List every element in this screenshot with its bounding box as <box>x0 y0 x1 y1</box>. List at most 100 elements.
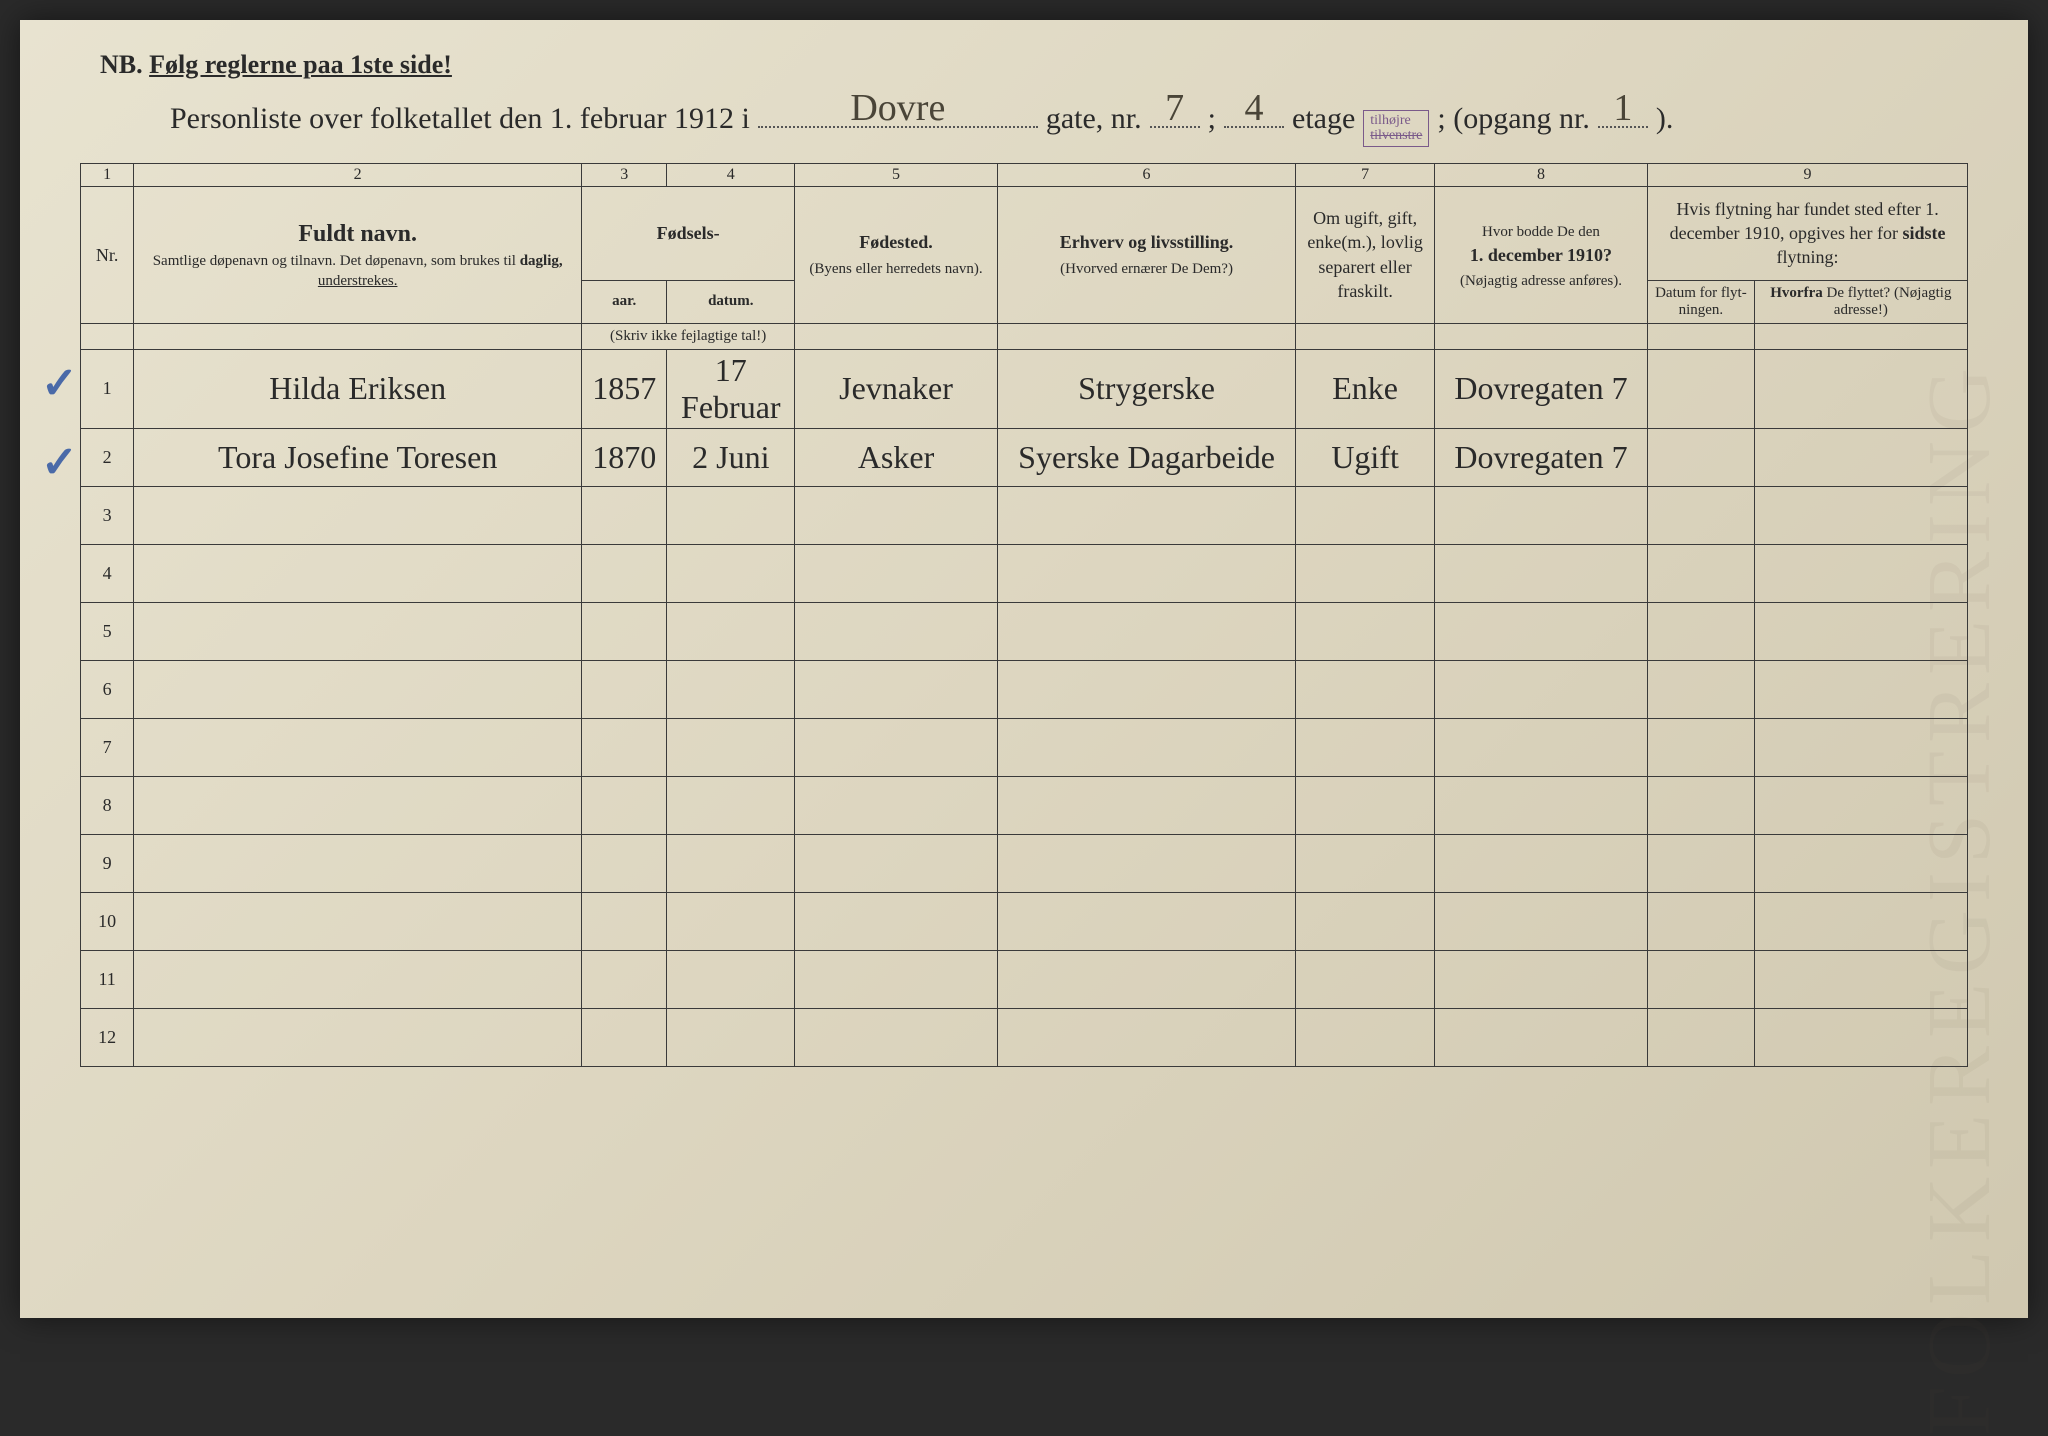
cell-year <box>582 718 667 776</box>
table-row: 10 <box>81 892 1968 950</box>
cell-movedate <box>1648 1008 1755 1066</box>
cell-rownum: 10 <box>81 892 134 950</box>
cell-marital <box>1296 776 1435 834</box>
cell-occ <box>997 892 1296 950</box>
cell-year <box>582 544 667 602</box>
checkmark-icon: ✓ <box>41 358 78 409</box>
cell-rownum: 6 <box>81 660 134 718</box>
header-birth: Fødsels- <box>582 186 795 280</box>
cell-year: 1857 <box>582 349 667 428</box>
cell-place <box>795 892 998 950</box>
header-name: Fuldt navn. Samtlige døpenavn og tilnavn… <box>134 186 582 323</box>
nb-prefix: NB. <box>100 50 143 79</box>
cell-rownum: 2✓ <box>81 428 134 486</box>
nb-instruction: NB. Følg reglerne paa 1ste side! <box>100 50 1968 80</box>
cell-date <box>667 834 795 892</box>
cell-movefrom <box>1754 834 1967 892</box>
table-row: 9 <box>81 834 1968 892</box>
cell-name <box>134 544 582 602</box>
cell-addr1910 <box>1434 776 1647 834</box>
cell-marital <box>1296 892 1435 950</box>
cell-marital <box>1296 950 1435 1008</box>
cell-addr1910 <box>1434 718 1647 776</box>
cell-movefrom <box>1754 349 1967 428</box>
cell-rownum: 7 <box>81 718 134 776</box>
cell-movefrom <box>1754 892 1967 950</box>
cell-date <box>667 486 795 544</box>
header-nr: Nr. <box>81 186 134 323</box>
cell-marital <box>1296 486 1435 544</box>
cell-date <box>667 544 795 602</box>
cell-marital <box>1296 544 1435 602</box>
floor-blank: 4 <box>1224 100 1284 128</box>
entrance-blank: 1 <box>1598 100 1648 128</box>
header-row-3: (Skriv ikke fejlagtige tal!) <box>81 323 1968 349</box>
title-text-5: ; (opgang nr. <box>1437 102 1589 136</box>
table-row: 5 <box>81 602 1968 660</box>
stamp-bottom: tilvenstre <box>1370 128 1422 143</box>
cell-movedate <box>1648 349 1755 428</box>
table-row: 4 <box>81 544 1968 602</box>
colnum-7: 7 <box>1296 163 1435 186</box>
cell-occ <box>997 544 1296 602</box>
cell-place <box>795 718 998 776</box>
cell-name: Hilda Eriksen <box>134 349 582 428</box>
cell-occ <box>997 1008 1296 1066</box>
stamp-top: tilhøjre <box>1370 113 1410 128</box>
cell-marital <box>1296 660 1435 718</box>
title-text-3: ; <box>1208 102 1216 136</box>
header-movefrom: Hvorfra De flyttet? (Nøjagtig adresse!) <box>1754 280 1967 323</box>
title-row: Personliste over folketallet den 1. febr… <box>170 100 1968 151</box>
cell-addr1910 <box>1434 892 1647 950</box>
cell-place <box>795 1008 998 1066</box>
cell-year <box>582 834 667 892</box>
cell-occ <box>997 776 1296 834</box>
cell-year <box>582 950 667 1008</box>
cell-marital <box>1296 834 1435 892</box>
cell-movedate <box>1648 892 1755 950</box>
cell-addr1910 <box>1434 1008 1647 1066</box>
table-row: 11 <box>81 950 1968 1008</box>
cell-addr1910: Dovregaten 7 <box>1434 428 1647 486</box>
cell-date: 17 Februar <box>667 349 795 428</box>
floor-value: 4 <box>1245 86 1264 130</box>
cell-place <box>795 486 998 544</box>
cell-name <box>134 602 582 660</box>
cell-movedate <box>1648 776 1755 834</box>
cell-occ <box>997 718 1296 776</box>
cell-year <box>582 486 667 544</box>
cell-addr1910 <box>1434 544 1647 602</box>
cell-place <box>795 660 998 718</box>
cell-marital <box>1296 1008 1435 1066</box>
header-name-small: Samtlige døpenavn og tilnavn. Det døpena… <box>140 251 575 292</box>
cell-year <box>582 1008 667 1066</box>
header-movedate: Datum for flyt-ningen. <box>1648 280 1755 323</box>
header-date: datum. <box>667 280 795 323</box>
header-addr1910: Hvor bodde De den 1. december 1910? (Nøj… <box>1434 186 1647 323</box>
housenr-value: 7 <box>1165 86 1184 130</box>
cell-rownum: 5 <box>81 602 134 660</box>
header-place: Fødested. (Byens eller herredets navn). <box>795 186 998 323</box>
title-text-2: gate, nr. <box>1046 102 1142 136</box>
cell-marital <box>1296 718 1435 776</box>
cell-movedate <box>1648 950 1755 1008</box>
cell-rownum: 12 <box>81 1008 134 1066</box>
cell-addr1910 <box>1434 602 1647 660</box>
title-text-4: etage <box>1292 102 1355 136</box>
header-year: aar. <box>582 280 667 323</box>
cell-year <box>582 602 667 660</box>
cell-place <box>795 544 998 602</box>
cell-marital <box>1296 602 1435 660</box>
header-name-big: Fuldt navn. <box>140 218 575 250</box>
cell-date <box>667 950 795 1008</box>
cell-occ <box>997 834 1296 892</box>
colnum-9: 9 <box>1648 163 1968 186</box>
cell-year <box>582 892 667 950</box>
cell-movedate <box>1648 486 1755 544</box>
cell-place <box>795 776 998 834</box>
cell-name <box>134 834 582 892</box>
nb-text: Følg reglerne paa 1ste side! <box>149 50 452 79</box>
cell-addr1910 <box>1434 834 1647 892</box>
title-text-1: Personliste over folketallet den 1. febr… <box>170 102 750 136</box>
cell-movefrom <box>1754 428 1967 486</box>
